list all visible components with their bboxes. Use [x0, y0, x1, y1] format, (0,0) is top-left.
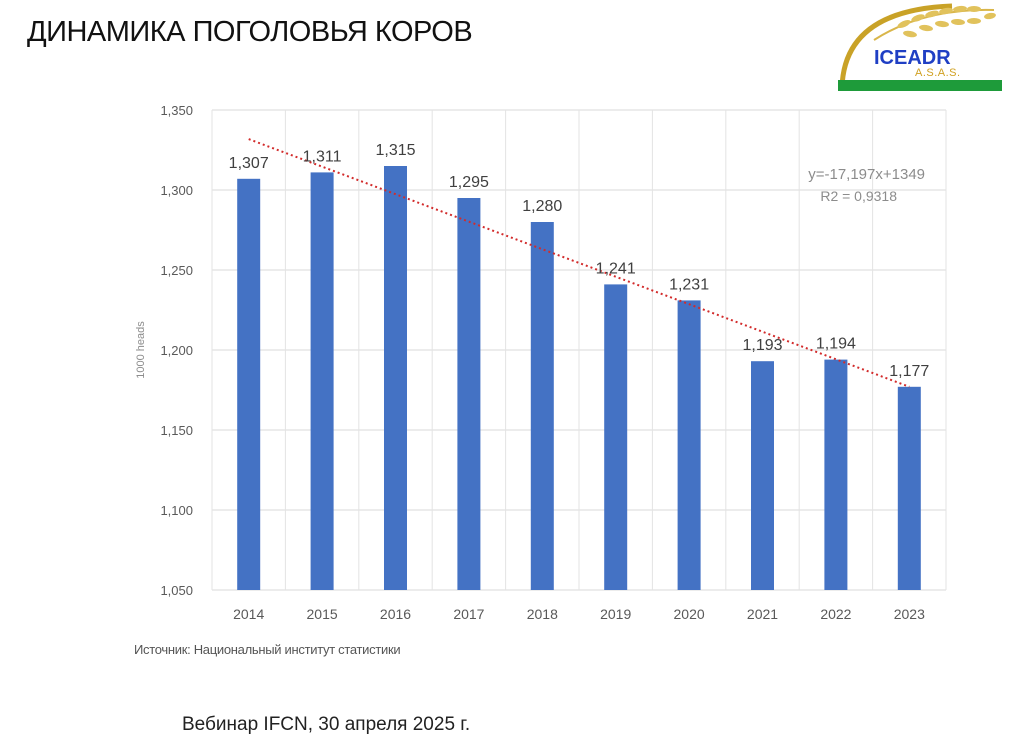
- x-tick-label: 2023: [894, 606, 925, 622]
- bar: [824, 359, 848, 590]
- data-label: 1,193: [742, 337, 782, 354]
- x-tick-label: 2018: [527, 606, 558, 622]
- bar: [530, 222, 554, 590]
- y-tick-label: 1,300: [160, 183, 193, 198]
- logo-band: [838, 80, 1002, 91]
- y-tick-label: 1,350: [160, 103, 193, 118]
- footer-text: Вебинар IFCN, 30 апреля 2025 г.: [182, 714, 471, 735]
- data-label: 1,241: [596, 260, 636, 277]
- logo-name: ICEADR: [872, 48, 964, 69]
- bar: [237, 178, 261, 591]
- y-tick-label: 1,250: [160, 263, 193, 278]
- data-label: 1,295: [449, 174, 489, 191]
- x-tick-label: 2017: [453, 606, 484, 622]
- trendline-equation: y=-17,197x+1349: [808, 166, 925, 183]
- x-tick-label: 2015: [307, 606, 338, 622]
- x-tick-label: 2016: [380, 606, 411, 622]
- bar: [604, 284, 628, 590]
- y-tick-label: 1,150: [160, 423, 193, 438]
- y-tick-label: 1,100: [160, 503, 193, 518]
- y-tick-label: 1,200: [160, 343, 193, 358]
- y-axis-label: 1000 heads: [135, 321, 147, 379]
- bar: [751, 361, 774, 590]
- bar: [457, 198, 481, 590]
- logo-subtitle: A.S.A.S.: [915, 67, 961, 79]
- x-tick-label: 2020: [674, 606, 705, 622]
- data-label: 1,280: [522, 198, 562, 215]
- data-label: 1,307: [229, 155, 269, 172]
- data-label: 1,231: [669, 276, 709, 293]
- data-label: 1,177: [889, 363, 929, 380]
- data-label: 1,311: [303, 148, 342, 165]
- x-tick-label: 2022: [820, 606, 851, 622]
- logo: [838, 3, 1002, 91]
- bar: [897, 386, 921, 590]
- wheat-icon: [839, 3, 996, 89]
- x-tick-label: 2019: [600, 606, 631, 622]
- data-label: 1,194: [816, 336, 856, 353]
- trendline-r2: R2 = 0,9318: [820, 188, 897, 204]
- source-note: Источник: Национальный институт статисти…: [134, 642, 401, 657]
- data-label: 1,315: [375, 142, 415, 159]
- x-tick-label: 2021: [747, 606, 778, 622]
- y-tick-label: 1,050: [160, 583, 193, 598]
- x-tick-label: 2014: [233, 606, 264, 622]
- bar: [310, 172, 334, 590]
- bar: [677, 300, 701, 590]
- bar: [384, 166, 407, 590]
- page-title: ДИНАМИКА ПОГОЛОВЬЯ КОРОВ: [27, 16, 473, 48]
